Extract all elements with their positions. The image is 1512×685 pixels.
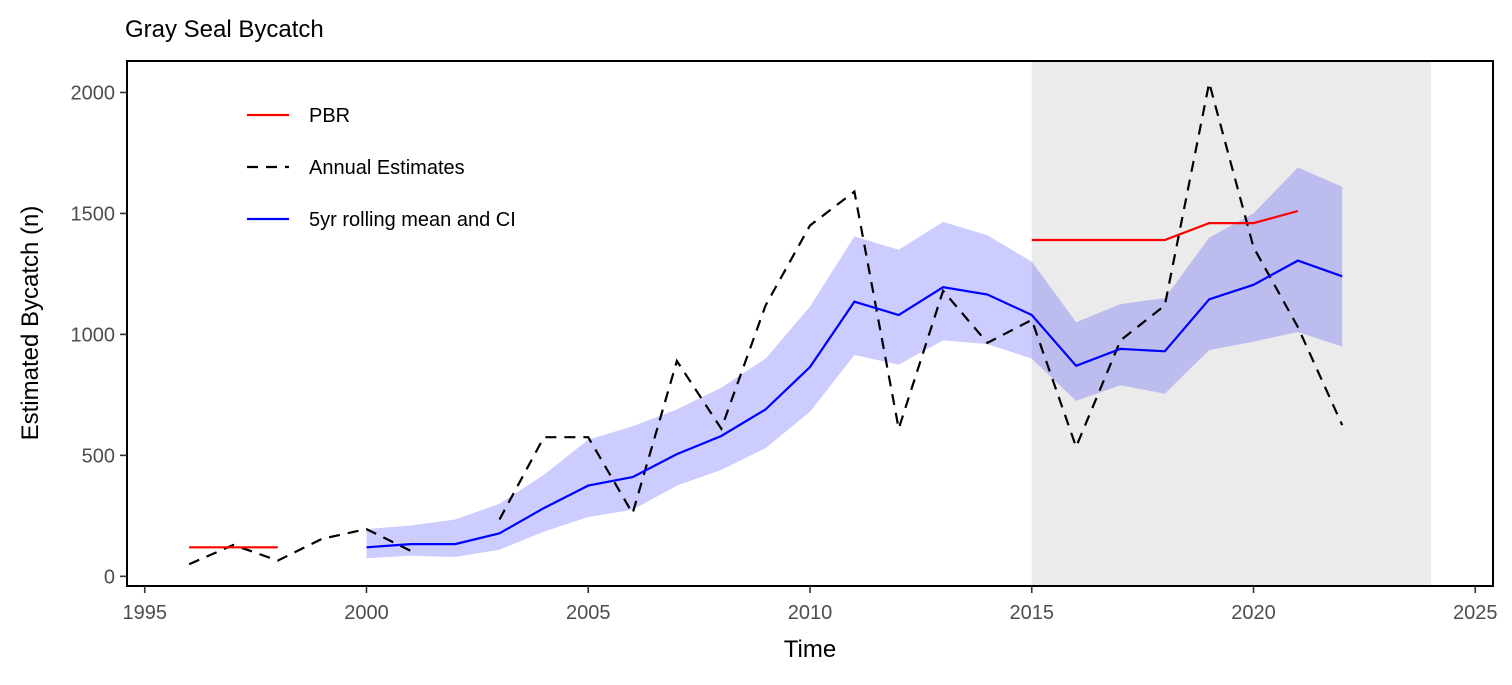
chart-title: Gray Seal Bycatch: [125, 16, 324, 43]
y-axis-label: Estimated Bycatch (n): [17, 206, 44, 441]
x-tick-label-2025: 2025: [1453, 602, 1498, 624]
x-tick-label-1995: 1995: [122, 602, 167, 624]
shaded-region: [1031, 61, 1431, 586]
y-tick-label-1000: 1000: [71, 324, 116, 346]
y-tick-label-0: 0: [104, 566, 115, 588]
legend-label-pbr: PBR: [309, 105, 350, 127]
x-tick-label-2020: 2020: [1231, 602, 1276, 624]
legend-label-annual-estimates: Annual Estimates: [309, 157, 465, 179]
x-tick-label-2010: 2010: [788, 602, 833, 624]
x-tick-label-2005: 2005: [566, 602, 611, 624]
y-tick-label-1500: 1500: [71, 203, 116, 225]
x-tick-label-2000: 2000: [344, 602, 389, 624]
x-tick-label-2015: 2015: [1010, 602, 1055, 624]
ci-band: [366, 167, 1343, 559]
plot-layer: 1995 2000 2005 2010 2015 2020 2025 0 500 1000 1500…: [71, 60, 1498, 624]
y-tick-label-500: 500: [82, 445, 115, 467]
legend-label-rolling-mean: 5yr rolling mean and CI: [309, 209, 516, 231]
pbr-line-segment-2: [1031, 209, 1299, 242]
rolling-mean-line: [366, 259, 1343, 549]
y-tick-label-2000: 2000: [71, 82, 116, 104]
x-axis-label: Time: [784, 636, 836, 663]
